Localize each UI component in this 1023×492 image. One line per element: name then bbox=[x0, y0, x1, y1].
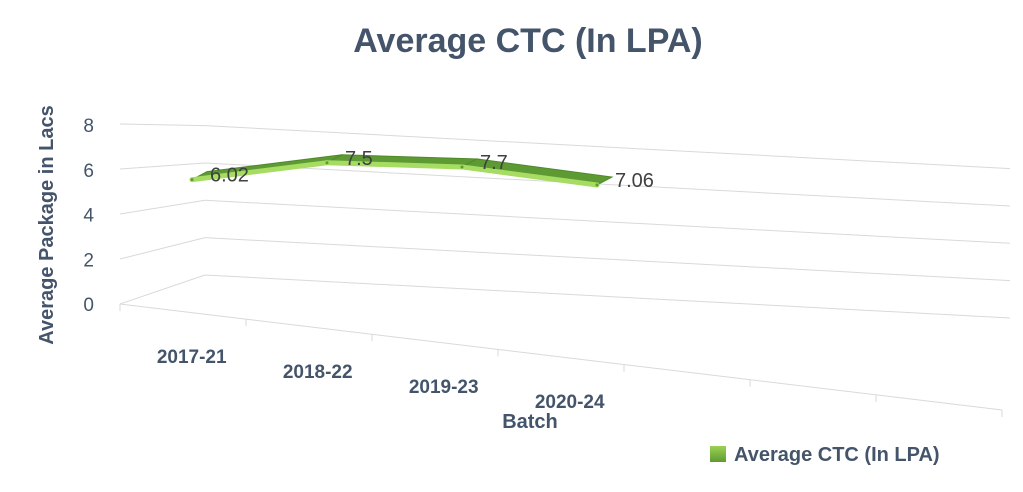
gridline-wall bbox=[119, 162, 206, 170]
y-tick-label: 4 bbox=[83, 206, 94, 227]
data-label: 7.7 bbox=[480, 152, 508, 174]
y-tick-label: 8 bbox=[83, 116, 94, 137]
y-tick-label: 6 bbox=[83, 161, 94, 182]
ribbon-segment-front bbox=[189, 160, 330, 183]
floor-edge bbox=[119, 303, 1003, 411]
gridline bbox=[204, 162, 1011, 207]
gridline-wall bbox=[119, 274, 206, 305]
data-labels: 6.02 7.5 7.7 7.06 bbox=[210, 148, 654, 192]
x-axis-title: Batch bbox=[502, 411, 558, 433]
data-point bbox=[460, 165, 464, 169]
chart-title: Average CTC (In LPA) bbox=[353, 22, 702, 60]
gridline-wall bbox=[119, 237, 206, 260]
y-axis-title: Average Package in Lacs bbox=[36, 105, 58, 344]
ribbon-segment-front bbox=[324, 160, 465, 170]
gridline bbox=[204, 199, 1011, 244]
gridline bbox=[204, 237, 1011, 282]
ribbon-segment-front bbox=[459, 164, 600, 188]
data-point bbox=[325, 161, 329, 165]
y-tick-label: 2 bbox=[83, 250, 94, 271]
data-point bbox=[190, 178, 194, 182]
y-axis-ticks: 0 2 4 6 8 bbox=[83, 116, 94, 316]
x-tick-label: 2020-24 bbox=[535, 392, 605, 413]
data-label: 7.5 bbox=[345, 148, 373, 170]
x-tick-label: 2018-22 bbox=[283, 362, 353, 383]
y-tick-label: 0 bbox=[83, 295, 94, 316]
gridline bbox=[204, 125, 1011, 170]
gridlines bbox=[119, 123, 1011, 417]
x-axis-ticks: 2017-21 2018-22 2019-23 2020-24 bbox=[157, 347, 605, 413]
legend: Average CTC (In LPA) bbox=[710, 444, 940, 466]
gridline-wall bbox=[119, 123, 206, 127]
data-label: 7.06 bbox=[615, 170, 654, 192]
gridline bbox=[204, 274, 1011, 319]
gridline-wall bbox=[119, 199, 206, 215]
legend-label: Average CTC (In LPA) bbox=[734, 444, 940, 466]
x-tick-label: 2017-21 bbox=[157, 347, 227, 368]
legend-swatch bbox=[710, 446, 726, 462]
data-point bbox=[595, 183, 599, 187]
x-tick-label: 2019-23 bbox=[409, 377, 479, 398]
data-label: 6.02 bbox=[210, 165, 249, 187]
series-ribbon bbox=[189, 154, 614, 188]
